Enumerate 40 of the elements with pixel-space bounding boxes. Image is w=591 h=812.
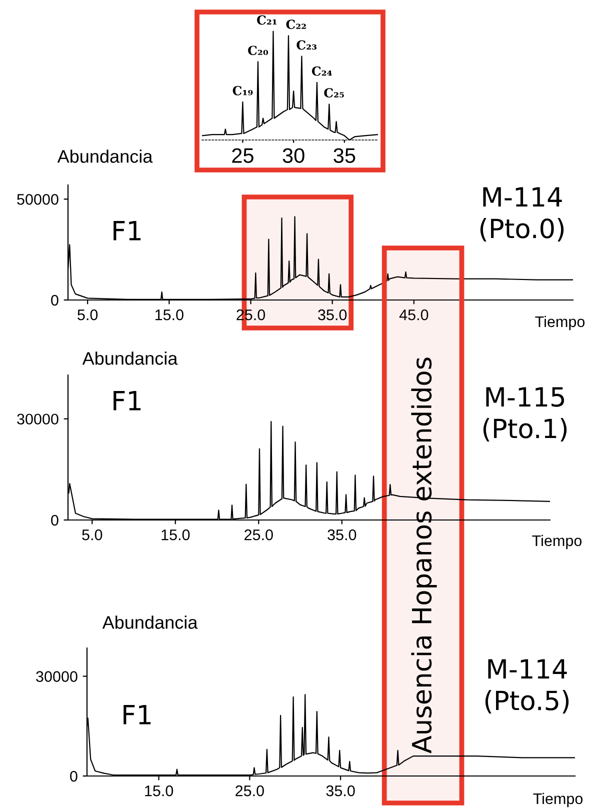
- annotation: C₁₉: [232, 86, 253, 96]
- x-tick-label: 35.0: [318, 309, 347, 320]
- y-axis-title: Abundancia: [82, 352, 178, 365]
- annotation: M-115 (Pto.1): [483, 387, 567, 442]
- x-tick-label: 5.0: [82, 529, 102, 540]
- x-axis-title: Tiempo: [532, 534, 582, 550]
- y-tick-label: 0: [51, 514, 58, 526]
- x-axis-title: Tiempo: [533, 792, 583, 808]
- x-tick-label: 15.0: [162, 529, 190, 540]
- y-tick-label: 50000: [17, 194, 58, 205]
- annotation: M-114 (Pto.0): [480, 187, 564, 242]
- x-tick-label: 25: [232, 148, 254, 163]
- y-axis-title: Abundancia: [102, 616, 198, 629]
- annotation: C₂₄: [312, 66, 332, 76]
- y-tick-label: 0: [51, 294, 58, 306]
- annotation: C₂₀: [248, 46, 268, 56]
- x-tick-label: 30: [282, 148, 304, 163]
- x-tick-label: 15.0: [155, 309, 184, 320]
- annotation: C₂₁: [257, 15, 277, 25]
- x-tick-label: 35: [334, 148, 356, 163]
- annotation: C₂₅: [324, 88, 344, 98]
- annotation: Ausencia Hopanos extendidos: [411, 358, 437, 754]
- x-tick-label: 35.0: [328, 529, 356, 540]
- annotation: F1: [114, 221, 141, 240]
- x-tick-label: 15.0: [145, 785, 174, 796]
- x-tick-label: 45.0: [399, 309, 428, 320]
- x-tick-label: 25.0: [244, 529, 273, 540]
- annotation: C₂₂: [286, 20, 306, 30]
- y-tick-label: 30000: [36, 671, 78, 682]
- x-tick-label: 35.0: [326, 785, 355, 796]
- annotation: F1: [114, 391, 141, 410]
- annotation: C₂₃: [296, 40, 317, 50]
- annotation: F1: [124, 705, 151, 724]
- x-tick-label: 25.0: [236, 785, 264, 796]
- annotation: M-114 (Pto.5): [485, 659, 569, 714]
- y-tick-label: 30000: [17, 414, 58, 425]
- y-axis-title: Abundancia: [57, 150, 153, 163]
- x-tick-label: 5.0: [78, 309, 98, 320]
- y-tick-label: 0: [70, 770, 78, 782]
- x-axis-title: Tiempo: [535, 316, 585, 330]
